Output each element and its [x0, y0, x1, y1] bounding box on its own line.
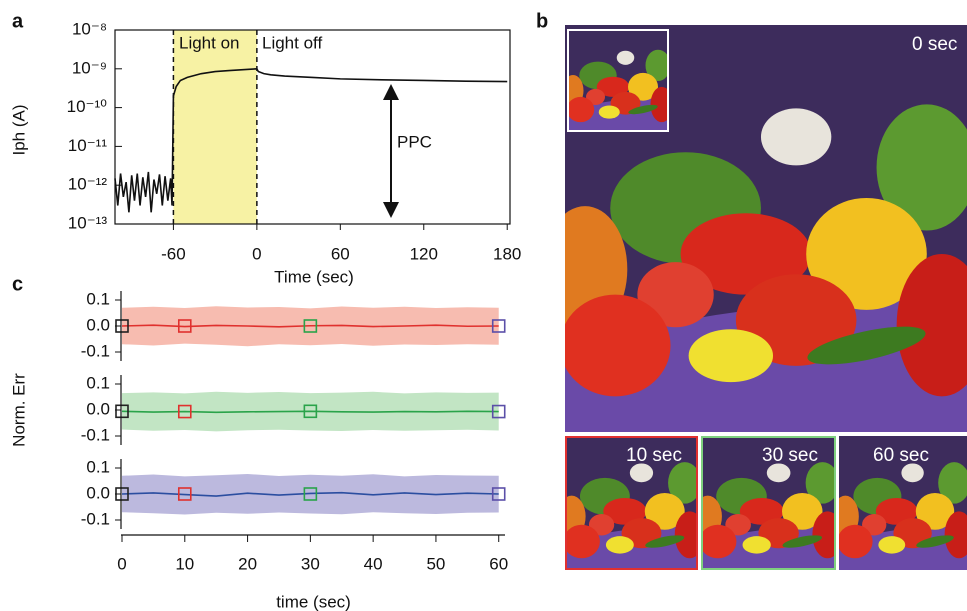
light-on-region	[173, 30, 256, 224]
frame-label: 30 sec	[762, 445, 818, 466]
y-tick-label: 0.1	[86, 373, 110, 392]
panel-label: b	[536, 10, 548, 32]
annotation: PPC	[397, 132, 432, 151]
x-tick-label: 10	[175, 554, 194, 573]
x-tick-label: -60	[161, 244, 186, 263]
x-axis-label: Time (sec)	[274, 267, 354, 286]
x-tick-label: 30	[301, 554, 320, 573]
x-tick-label: 0	[117, 554, 126, 573]
original-thumbnail	[563, 30, 674, 131]
y-tick-label: 0.1	[86, 289, 110, 308]
annotation: Light on	[179, 33, 240, 52]
y-axis-label: Norm. Err	[9, 373, 28, 447]
y-tick-label: -0.1	[81, 509, 110, 528]
x-tick-label: 50	[426, 554, 445, 573]
x-tick-label: 120	[410, 244, 438, 263]
x-tick-label: 180	[493, 244, 521, 263]
y-tick-label: 10⁻⁸	[72, 19, 107, 38]
x-tick-label: 60	[331, 244, 350, 263]
y-tick-label: 10⁻¹⁰	[67, 97, 108, 116]
y-tick-label: 10⁻¹²	[68, 175, 108, 194]
y-tick-label: 0.0	[86, 399, 110, 418]
y-tick-label: 10⁻⁹	[72, 58, 107, 77]
annotation: Light off	[262, 33, 322, 52]
frame-label: 60 sec	[873, 445, 929, 466]
x-tick-label: 60	[489, 554, 508, 573]
frame-label: 0 sec	[912, 34, 957, 55]
x-tick-label: 20	[238, 554, 257, 573]
y-tick-label: -0.1	[81, 425, 110, 444]
x-tick-label: 40	[364, 554, 383, 573]
y-tick-label: 0.1	[86, 457, 110, 476]
panel-label: c	[12, 273, 23, 295]
y-tick-label: 0.0	[86, 315, 110, 334]
x-tick-label: 0	[252, 244, 261, 263]
y-tick-label: 0.0	[86, 483, 110, 502]
frame-label: 10 sec	[626, 445, 682, 466]
y-tick-label: -0.1	[81, 341, 110, 360]
y-axis-label: Iph (A)	[9, 104, 28, 155]
y-tick-label: 10⁻¹¹	[68, 136, 108, 155]
y-tick-label: 10⁻¹³	[68, 213, 108, 232]
x-axis-label: time (sec)	[276, 592, 351, 611]
figure: a Iph (A) Time (sec) Light on Light off …	[0, 0, 967, 611]
panel-label: a	[12, 10, 24, 32]
